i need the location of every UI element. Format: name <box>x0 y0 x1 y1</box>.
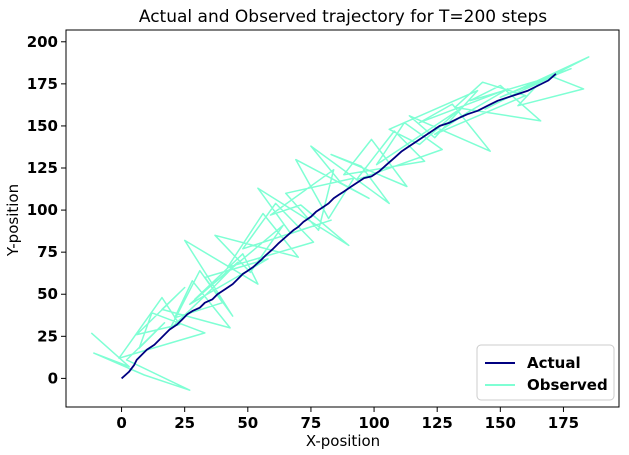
x-tick-label: 25 <box>174 414 195 432</box>
y-tick-label: 0 <box>48 369 58 387</box>
plot-area <box>90 56 590 391</box>
x-tick-label: 175 <box>548 414 579 432</box>
legend-label-observed: Observed <box>527 376 608 394</box>
x-axis-label: X-position <box>306 432 380 450</box>
legend-label-actual: Actual <box>527 354 581 372</box>
series-line-observed <box>90 56 590 391</box>
y-tick-label: 75 <box>37 243 58 261</box>
legend-box <box>476 344 615 401</box>
chart-title: Actual and Observed trajectory for T=200… <box>139 7 547 27</box>
y-tick-label: 125 <box>27 159 58 177</box>
x-tick-label: 150 <box>485 414 516 432</box>
x-tick-label: 50 <box>237 414 258 432</box>
y-tick-label: 150 <box>27 117 58 135</box>
x-tick-label: 100 <box>358 414 389 432</box>
x-tick-label: 75 <box>300 414 321 432</box>
plot-frame <box>65 29 620 408</box>
y-axis-label: Y-position <box>4 184 22 257</box>
y-tick-label: 25 <box>37 327 58 345</box>
y-tick-label: 50 <box>37 285 58 303</box>
x-tick-label: 125 <box>422 414 453 432</box>
legend: Actual Observed <box>476 344 615 401</box>
x-tick-label: 0 <box>116 414 126 432</box>
axes: 0 25 50 75 100 125 150 175 0 25 50 75 100 125 150 175 20… <box>27 29 620 432</box>
y-tick-label: 200 <box>27 33 58 51</box>
y-tick-label: 100 <box>27 201 58 219</box>
y-tick-label: 175 <box>27 75 58 93</box>
series-line-actual <box>121 73 557 380</box>
